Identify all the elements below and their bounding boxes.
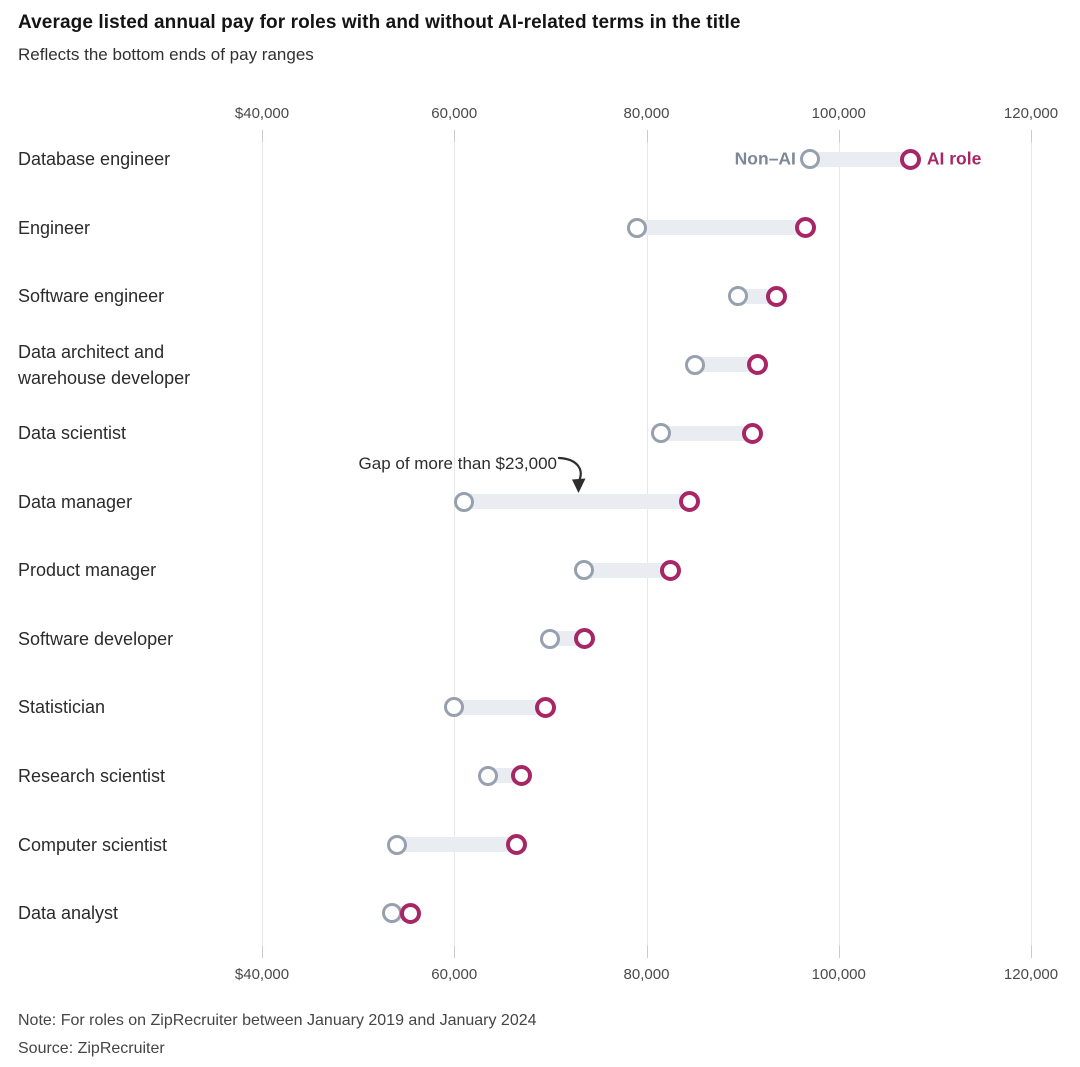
ai-dot <box>746 354 768 376</box>
ai-dot <box>400 902 422 924</box>
non-ai-dot <box>381 903 402 924</box>
footer-note: Note: For roles on ZipRecruiter between … <box>18 1012 537 1029</box>
non-ai-dot <box>540 628 561 649</box>
x-axis-label-bottom: 120,000 <box>1003 966 1059 983</box>
non-ai-dot <box>477 765 498 786</box>
x-gridline <box>262 130 263 958</box>
dumbbell-bar <box>584 562 671 578</box>
non-ai-dot <box>453 491 474 512</box>
x-axis-tick-bottom <box>1031 946 1032 958</box>
dumbbell-bar <box>694 357 758 373</box>
chart-subtitle: Reflects the bottom ends of pay ranges <box>18 45 314 64</box>
dumbbell-bar <box>660 425 753 441</box>
x-axis-label-bottom: $40,000 <box>234 966 290 983</box>
gap-annotation-text: Gap of more than $23,000 <box>358 454 557 473</box>
non-ai-dot <box>727 286 748 307</box>
footer-source: Source: ZipRecruiter <box>18 1040 165 1057</box>
x-axis-label-top: 120,000 <box>1003 105 1059 122</box>
ai-dot <box>765 285 787 307</box>
x-axis-tick-bottom <box>646 946 648 958</box>
row-label: Software engineer <box>18 286 165 307</box>
x-axis-label-top: 100,000 <box>811 105 866 122</box>
row-label: Data scientist <box>18 423 127 444</box>
ai-dot <box>794 217 816 239</box>
row-label: Computer scientist <box>18 834 168 855</box>
x-axis-tick-top <box>646 130 648 142</box>
ai-dot <box>660 559 682 581</box>
x-axis-tick-bottom <box>454 946 456 958</box>
x-gridline <box>646 130 648 958</box>
legend-non-ai-label: Non–AI <box>734 148 796 169</box>
x-axis-label-bottom: 80,000 <box>623 966 670 983</box>
x-axis-tick-bottom <box>838 946 840 958</box>
x-gridline <box>838 130 840 958</box>
gap-annotation-arrow-icon <box>557 456 586 493</box>
x-axis-tick-bottom <box>262 946 263 958</box>
dumbbell-bar <box>454 699 546 715</box>
row-label: Database engineer <box>18 149 171 169</box>
row-label: Data analyst <box>18 903 119 924</box>
ai-dot <box>741 422 763 444</box>
row-label: Engineer <box>18 217 91 238</box>
x-axis-label-top: 60,000 <box>431 105 478 122</box>
ai-dot <box>506 834 528 855</box>
non-ai-dot <box>626 217 647 238</box>
x-gridline <box>454 130 456 958</box>
x-axis-tick-top <box>454 130 456 142</box>
dumbbell-bar <box>636 220 806 236</box>
row-label: Statistician <box>18 697 106 718</box>
non-ai-dot <box>444 697 465 718</box>
row-label: Software developer <box>18 628 174 649</box>
ai-dot <box>511 765 533 787</box>
x-axis-tick-top <box>262 130 263 142</box>
x-gridline <box>1031 130 1032 958</box>
non-ai-dot <box>574 560 595 581</box>
x-axis-tick-top <box>838 130 840 142</box>
row-label: Research scientist <box>18 765 166 786</box>
row-label: Data manager <box>18 491 133 512</box>
dumbbell-bar <box>463 494 690 510</box>
x-axis-label-top: 80,000 <box>623 105 670 122</box>
x-axis-label-bottom: 100,000 <box>811 966 866 983</box>
x-axis-label-bottom: 60,000 <box>431 966 478 983</box>
non-ai-dot <box>684 354 705 375</box>
ai-dot <box>535 696 557 718</box>
ai-dot <box>573 628 595 650</box>
x-axis-label-top: $40,000 <box>234 105 290 122</box>
non-ai-dot <box>386 834 407 855</box>
ai-dot <box>900 148 922 170</box>
x-axis-tick-top <box>1031 130 1032 142</box>
dumbbell-bar <box>396 837 517 852</box>
non-ai-dot <box>650 423 671 444</box>
non-ai-dot <box>799 149 820 169</box>
legend-ai-label: AI role <box>926 148 982 169</box>
dumbbell-bar <box>809 151 911 167</box>
chart-title: Average listed annual pay for roles with… <box>18 12 741 33</box>
row-label: Data architect and warehouse developer <box>18 341 191 388</box>
ai-dot <box>679 491 701 513</box>
row-label: Product manager <box>18 560 157 581</box>
